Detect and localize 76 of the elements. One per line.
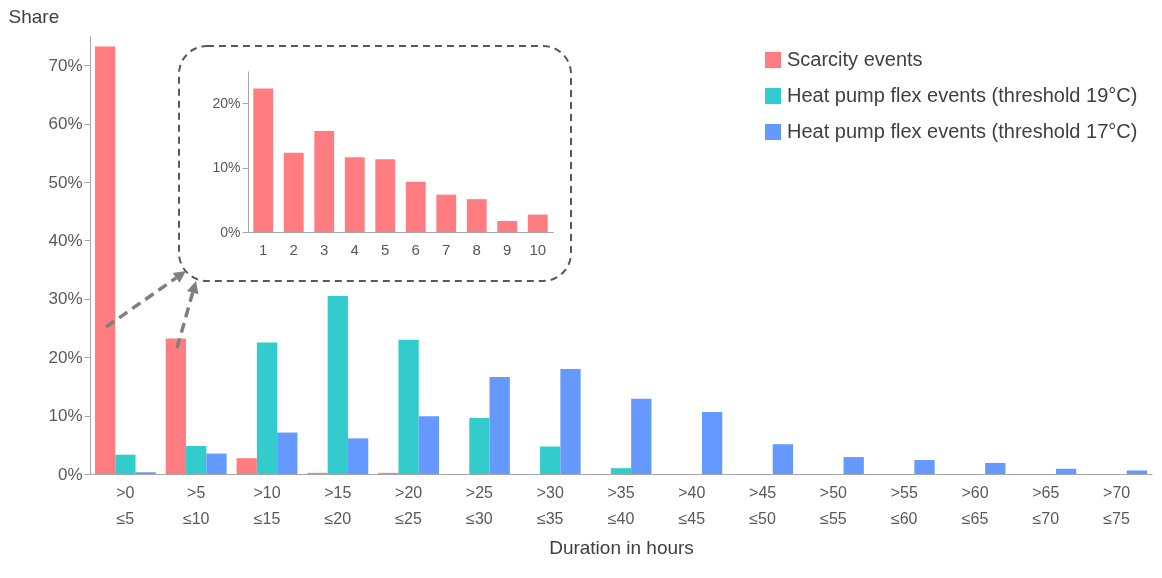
x-tick-label: >60 ≤65 [961, 483, 989, 527]
legend-label: Heat pump flex events (threshold 19°C) [787, 84, 1138, 106]
y-tick-label: 20% [48, 347, 83, 367]
y-tick-label: 10% [212, 159, 241, 176]
y-tick-label: 20% [212, 94, 241, 111]
x-axis-title: Duration in hours [549, 536, 694, 558]
bar [497, 221, 518, 232]
x-tick-label: 4 [350, 240, 359, 258]
x-tick-label: >70 ≤75 [1103, 483, 1131, 527]
x-tick-label: >25 ≤30 [465, 483, 494, 527]
x-tick-label: >45 ≤50 [749, 483, 777, 527]
bar [206, 453, 227, 474]
x-tick-label: 2 [289, 240, 298, 258]
bar [236, 458, 257, 474]
bar [327, 295, 348, 474]
bar [405, 181, 426, 232]
bar [94, 46, 116, 474]
x-tick-label: 10 [529, 240, 547, 258]
x-tick-label: >40 ≤45 [678, 483, 706, 527]
y-tick-label: 70% [48, 55, 83, 75]
bar [527, 214, 548, 232]
x-tick-label: >0 ≤5 [116, 483, 135, 527]
y-axis-title: Share [8, 5, 60, 27]
bar [610, 468, 632, 474]
bar [253, 88, 274, 232]
bar [375, 159, 396, 232]
bar [418, 416, 440, 474]
x-tick-label: 1 [259, 240, 268, 258]
x-tick-label: >35 ≤40 [607, 483, 635, 527]
y-tick-label: 50% [48, 172, 83, 192]
bar [843, 457, 864, 474]
x-tick-label: 8 [472, 240, 481, 258]
x-tick-label: >50 ≤55 [819, 483, 848, 527]
y-tick-label: 40% [48, 230, 83, 250]
bar [115, 454, 136, 474]
x-tick-label: >15 ≤20 [324, 483, 352, 527]
x-tick-label: >65 ≤70 [1032, 483, 1060, 527]
y-tick-label: 10% [48, 406, 83, 426]
x-tick-label: 7 [442, 240, 451, 258]
x-tick-label: 9 [503, 240, 512, 258]
bar [344, 157, 365, 232]
bar [186, 445, 207, 474]
bar [256, 342, 278, 474]
x-tick-label: >5 ≤10 [182, 483, 210, 527]
x-tick-label: >55 ≤60 [890, 483, 918, 527]
y-tick-label: 30% [48, 289, 83, 309]
y-tick-label: 0% [220, 223, 241, 240]
bar [347, 438, 369, 474]
bar [914, 459, 935, 474]
x-tick-label: 6 [411, 240, 420, 258]
x-tick-label: >20 ≤25 [395, 483, 423, 527]
y-tick-label: 60% [48, 114, 83, 134]
bar [1126, 470, 1148, 474]
bar [398, 339, 419, 474]
bar [540, 446, 561, 474]
bar [469, 417, 490, 474]
bar [277, 432, 298, 474]
bar [701, 412, 723, 474]
x-tick-label: 3 [320, 240, 329, 258]
bar [631, 398, 652, 474]
bar [283, 152, 304, 232]
bar [436, 194, 457, 232]
legend-label: Heat pump flex events (threshold 17°C) [787, 120, 1138, 142]
y-tick-label: 0% [57, 464, 83, 484]
bar [314, 130, 335, 232]
x-tick-label: 5 [381, 240, 390, 258]
bar [772, 444, 794, 474]
bar [165, 338, 187, 474]
bar [560, 368, 581, 474]
x-tick-label: >10 ≤15 [253, 483, 281, 527]
bar [466, 199, 487, 232]
legend-label: Scarcity events [787, 48, 923, 70]
bar [985, 462, 1006, 474]
bar [489, 377, 510, 474]
x-tick-label: >30 ≤35 [536, 483, 564, 527]
bar [1055, 468, 1077, 474]
